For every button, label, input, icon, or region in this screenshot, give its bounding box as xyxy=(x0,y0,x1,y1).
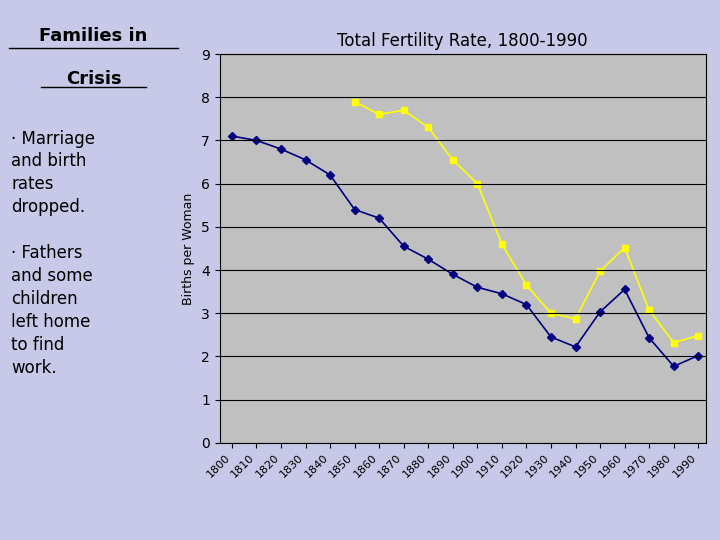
White xyxy=(595,309,604,315)
Text: Families in: Families in xyxy=(40,27,148,45)
Black xyxy=(424,124,433,131)
Black xyxy=(351,98,359,105)
Line: Black: Black xyxy=(351,98,702,346)
White xyxy=(325,172,334,178)
Line: White: White xyxy=(229,133,701,369)
White xyxy=(473,284,482,291)
Black xyxy=(449,157,457,163)
Black xyxy=(400,107,408,113)
White xyxy=(621,286,629,293)
Black xyxy=(571,315,580,322)
Black xyxy=(621,244,629,251)
White xyxy=(351,206,359,213)
White xyxy=(571,343,580,350)
White xyxy=(670,363,678,369)
Black xyxy=(522,282,531,288)
Black xyxy=(694,333,703,339)
White xyxy=(424,256,433,262)
White xyxy=(228,133,236,139)
Text: Crisis: Crisis xyxy=(66,70,122,88)
Black xyxy=(670,339,678,346)
Black xyxy=(375,111,384,118)
Black xyxy=(595,268,604,274)
White xyxy=(449,271,457,278)
Y-axis label: Births per Woman: Births per Woman xyxy=(182,192,195,305)
White xyxy=(522,301,531,308)
White xyxy=(546,334,555,340)
White xyxy=(645,335,654,341)
Title: Total Fertility Rate, 1800-1990: Total Fertility Rate, 1800-1990 xyxy=(337,32,588,50)
Text: · Marriage
and birth
rates
dropped.

· Fathers
and some
children
left home
to fi: · Marriage and birth rates dropped. · Fa… xyxy=(12,130,95,376)
White xyxy=(694,352,703,359)
White xyxy=(276,146,285,152)
Black xyxy=(546,310,555,316)
White xyxy=(301,157,310,163)
Black xyxy=(645,307,654,313)
White xyxy=(400,243,408,249)
White xyxy=(498,291,506,297)
White xyxy=(375,215,384,221)
White xyxy=(252,137,261,144)
Black xyxy=(473,180,482,187)
Black xyxy=(498,241,506,247)
